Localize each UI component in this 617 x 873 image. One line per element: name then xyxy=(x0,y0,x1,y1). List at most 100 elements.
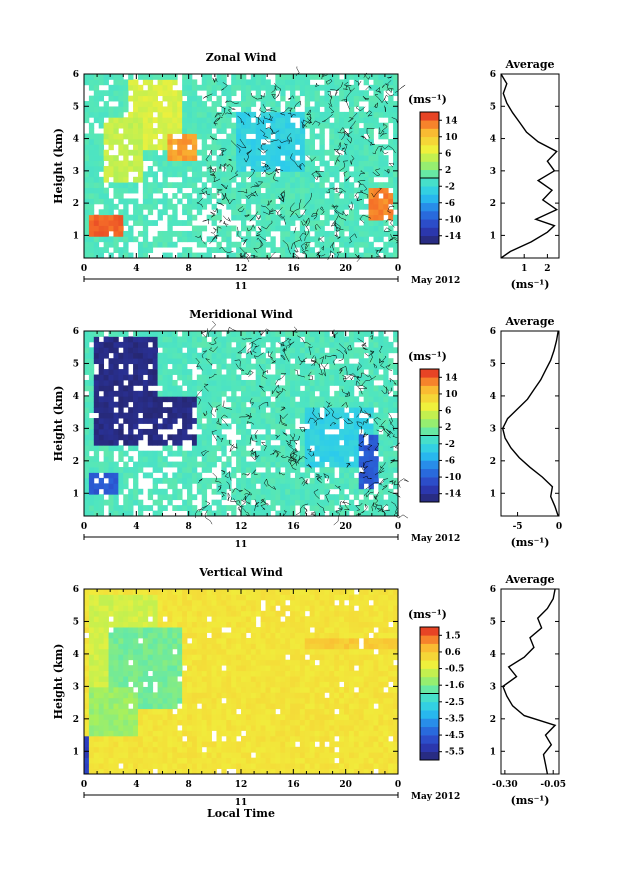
contour-line xyxy=(224,109,233,115)
heatmap-cell xyxy=(255,505,262,511)
heatmap-cell xyxy=(250,241,257,248)
heatmap-cell xyxy=(133,336,139,343)
heatmap-cell xyxy=(368,407,374,414)
contour-line xyxy=(391,501,401,518)
heatmap-cell xyxy=(285,461,291,468)
heatmap-cell xyxy=(177,467,183,473)
contour-line xyxy=(356,196,362,202)
heatmap-cell xyxy=(152,605,158,612)
heatmap-cell xyxy=(167,379,173,386)
heatmap-cell xyxy=(113,379,119,386)
heatmap-cell xyxy=(304,252,311,259)
x-tick-label: 0 xyxy=(395,522,401,532)
heatmap-cell xyxy=(344,445,350,452)
heatmap-cell xyxy=(290,133,296,140)
heatmap-cell xyxy=(368,428,374,435)
heatmap-cell xyxy=(290,209,296,216)
heatmap-cell xyxy=(172,214,178,221)
heatmap-cell xyxy=(88,214,95,221)
heatmap-cell xyxy=(393,79,399,86)
heatmap-cell xyxy=(98,610,105,617)
heatmap-cell xyxy=(108,374,114,381)
heatmap-cell xyxy=(241,133,247,140)
heatmap-cell xyxy=(152,128,158,134)
contour-line xyxy=(293,100,302,110)
heatmap-cell xyxy=(304,203,311,210)
heatmap-cell xyxy=(393,122,399,129)
heatmap-cell xyxy=(226,187,232,194)
heatmap-cell xyxy=(128,510,134,517)
heatmap-cell xyxy=(88,670,95,677)
heatmap-cell xyxy=(363,182,369,189)
heatmap-cell xyxy=(182,467,188,473)
heatmap-cell xyxy=(172,396,178,403)
contour-line xyxy=(245,370,254,377)
heatmap-cell xyxy=(177,589,183,595)
heatmap-cell xyxy=(142,401,149,408)
heatmap-cell xyxy=(177,166,183,172)
heatmap-cell xyxy=(182,670,188,677)
heatmap-cell xyxy=(324,166,330,172)
heatmap-cell xyxy=(285,187,291,194)
heatmap-cell xyxy=(373,101,379,107)
heatmap-cell xyxy=(265,445,271,452)
heatmap-cell xyxy=(260,236,266,243)
heatmap-cell xyxy=(177,347,183,354)
heatmap-cell xyxy=(329,477,335,484)
heatmap-cell xyxy=(294,358,301,365)
heatmap-cell xyxy=(373,160,379,167)
heatmap-cell xyxy=(368,122,374,129)
heatmap-cell xyxy=(113,401,119,408)
heatmap-cell xyxy=(275,385,281,392)
heatmap-cell xyxy=(344,111,350,118)
heatmap-cell xyxy=(348,133,355,140)
heatmap-cell xyxy=(275,336,281,343)
heatmap-cell xyxy=(383,241,389,248)
heatmap-cell xyxy=(123,735,129,742)
heatmap-cell xyxy=(137,616,144,623)
colorbar-tick-label: 6 xyxy=(445,149,451,159)
heatmap-cell xyxy=(88,176,95,183)
heatmap-cell xyxy=(260,418,266,424)
heatmap-cell xyxy=(339,347,345,354)
heatmap-cell xyxy=(182,79,188,86)
heatmap-cell xyxy=(358,352,365,359)
heatmap-cell xyxy=(260,456,266,462)
heatmap-cell xyxy=(93,599,100,606)
contour-line xyxy=(196,197,204,208)
heatmap-cell xyxy=(245,352,252,359)
heatmap-cell xyxy=(353,434,360,441)
contour-line xyxy=(236,138,247,149)
heatmap-cell xyxy=(108,74,114,80)
heatmap-cell xyxy=(142,418,149,424)
heatmap-cell xyxy=(137,176,144,183)
heatmap-cell xyxy=(319,423,325,430)
heatmap-cell xyxy=(339,396,345,403)
heatmap-cell xyxy=(319,472,325,479)
heatmap-cell xyxy=(118,74,124,80)
heatmap-cell xyxy=(280,423,286,430)
heatmap-cell xyxy=(393,203,399,210)
heatmap-cell xyxy=(201,341,208,348)
heatmap-cell xyxy=(113,719,119,726)
heatmap-cell xyxy=(118,149,124,156)
heatmap-cell xyxy=(196,160,203,167)
heatmap-cell xyxy=(236,209,242,216)
heatmap-cell xyxy=(167,605,173,612)
heatmap-cell xyxy=(216,79,222,86)
heatmap-cell xyxy=(319,128,325,134)
heatmap-cell xyxy=(177,599,183,606)
heatmap-cell xyxy=(216,418,222,424)
heatmap-cell xyxy=(98,708,105,715)
colorbar-swatch xyxy=(420,385,439,395)
heatmap-cell xyxy=(383,374,389,381)
contour-line xyxy=(247,168,255,180)
heatmap-cell xyxy=(191,117,198,124)
heatmap-cell xyxy=(339,494,345,501)
heatmap-cell xyxy=(123,401,129,408)
contour-line xyxy=(387,491,401,498)
heatmap-cell xyxy=(172,407,178,414)
heatmap-cell xyxy=(275,84,281,91)
heatmap-cell xyxy=(133,494,139,501)
contour-line xyxy=(287,133,292,143)
